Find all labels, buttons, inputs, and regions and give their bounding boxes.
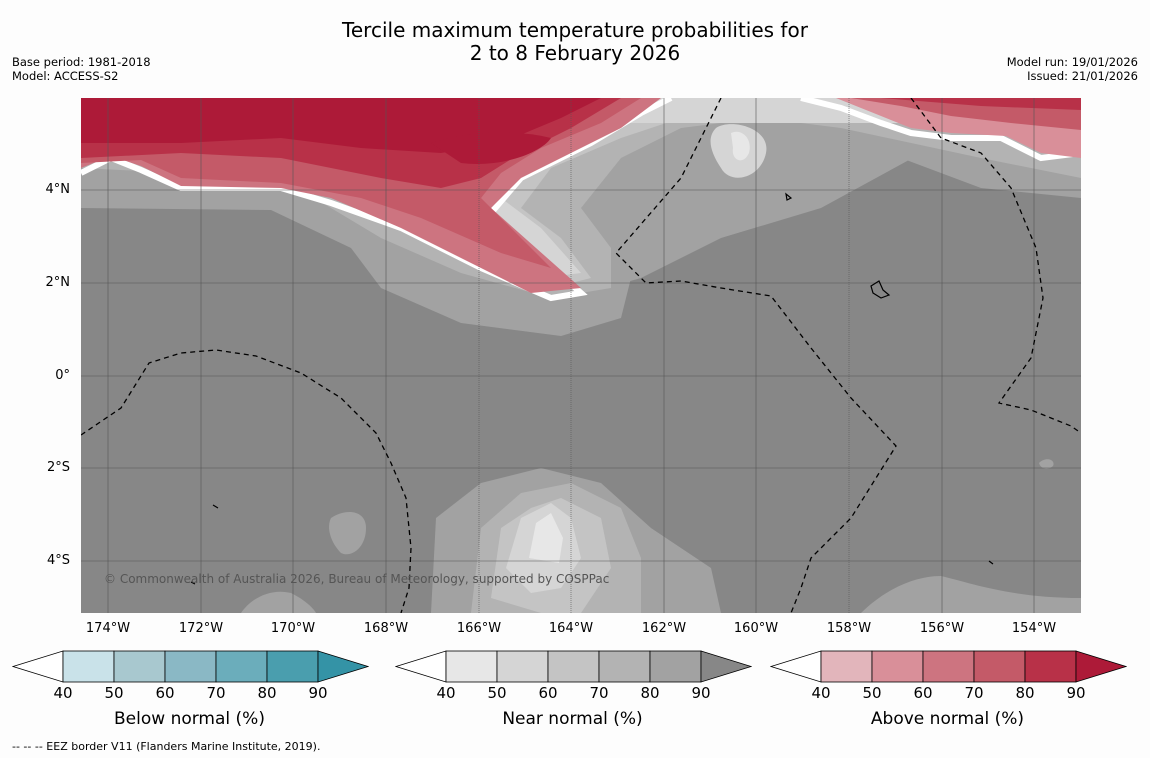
title-line-1: Tercile maximum temperature probabilitie… bbox=[342, 18, 808, 42]
colorbar-swatch bbox=[820, 650, 873, 683]
colorbar-high-extend bbox=[1075, 650, 1127, 683]
lat-label: 0° bbox=[55, 368, 70, 383]
lat-label: 2°S bbox=[46, 460, 70, 475]
map-panel bbox=[81, 98, 1081, 613]
colorbar-swatch bbox=[62, 650, 115, 683]
lon-label: 156°W bbox=[919, 621, 965, 636]
near-normal-80-speck bbox=[1039, 459, 1054, 469]
colorbar-low-extend bbox=[395, 650, 447, 683]
island-small-1 bbox=[212, 504, 219, 509]
colorbar-swatch bbox=[215, 650, 268, 683]
copyright-text: © Commonwealth of Australia 2026, Bureau… bbox=[104, 572, 610, 586]
map-title: Tercile maximum temperature probabilitie… bbox=[0, 19, 1150, 65]
model-run-text: Model run: 19/01/2026 bbox=[1006, 55, 1138, 69]
colorbar-tick-label: 50 bbox=[104, 684, 124, 702]
island-small-2 bbox=[190, 581, 196, 585]
lon-label: 174°W bbox=[85, 621, 131, 636]
colorbar-tick-label: 60 bbox=[538, 684, 558, 702]
colorbar-high-extend bbox=[700, 650, 752, 683]
colorbar-swatch bbox=[164, 650, 217, 683]
lat-label: 2°N bbox=[45, 275, 71, 290]
lon-label: 166°W bbox=[456, 621, 502, 636]
colorbar-tick-label: 90 bbox=[1066, 684, 1086, 702]
colorbar-swatch bbox=[496, 650, 549, 683]
colorbar-swatch bbox=[113, 650, 166, 683]
colorbar-tick-label: 60 bbox=[913, 684, 933, 702]
lon-label: 162°W bbox=[641, 621, 687, 636]
colorbar-tick-label: 70 bbox=[964, 684, 984, 702]
colorbar-swatches bbox=[395, 650, 752, 683]
base-period-text: Base period: 1981-2018 bbox=[12, 55, 151, 69]
near-normal-80-patch-southwest bbox=[241, 591, 316, 613]
colorbar-tick-label: 70 bbox=[206, 684, 226, 702]
eez-border-east bbox=[910, 98, 1081, 434]
lon-label: 168°W bbox=[363, 621, 409, 636]
title-line-2: 2 to 8 February 2026 bbox=[469, 41, 681, 65]
near-normal-80-patch-west bbox=[329, 512, 366, 555]
colorbar-high-extend bbox=[317, 650, 369, 683]
colorbar-swatch bbox=[922, 650, 975, 683]
issued-text: Issued: 21/01/2026 bbox=[1027, 69, 1138, 83]
colorbar-tick-label: 70 bbox=[589, 684, 609, 702]
colorbar-low-extend bbox=[770, 650, 822, 683]
colorbar-swatches bbox=[770, 650, 1127, 683]
colorbar-tick-label: 50 bbox=[487, 684, 507, 702]
colorbar-low-extend bbox=[12, 650, 64, 683]
colorbar-swatch bbox=[547, 650, 600, 683]
island-kiritimati bbox=[870, 280, 891, 299]
colorbar-tick-label: 40 bbox=[811, 684, 831, 702]
lat-label: 4°N bbox=[45, 182, 71, 197]
eez-borders bbox=[81, 98, 1081, 613]
colorbar-swatch bbox=[1024, 650, 1077, 683]
probability-map bbox=[81, 98, 1081, 613]
islands bbox=[190, 192, 994, 585]
colorbar-tick-label: 60 bbox=[155, 684, 175, 702]
above-normal-80-east bbox=[881, 98, 1081, 110]
island-small-3 bbox=[988, 560, 994, 565]
colorbar-swatch bbox=[598, 650, 651, 683]
category-boundary-east bbox=[800, 98, 1081, 162]
lon-label: 170°W bbox=[270, 621, 316, 636]
colorbar-title: Near normal (%) bbox=[502, 709, 643, 729]
lat-label: 4°S bbox=[46, 553, 70, 568]
near-normal-40-south bbox=[529, 513, 563, 563]
colorbar-tick-label: 80 bbox=[640, 684, 660, 702]
colorbar-title: Above normal (%) bbox=[870, 709, 1025, 729]
lon-label: 158°W bbox=[826, 621, 872, 636]
lon-label: 172°W bbox=[178, 621, 224, 636]
colorbar-tick-label: 40 bbox=[53, 684, 73, 702]
colorbar-swatch bbox=[266, 650, 319, 683]
colorbar-title: Below normal (%) bbox=[114, 709, 265, 729]
colorbar-swatch bbox=[649, 650, 702, 683]
colorbar-tick-label: 80 bbox=[1015, 684, 1035, 702]
metadata-right: Model run: 19/01/2026 Issued: 21/01/2026 bbox=[1007, 55, 1138, 83]
colorbar-tick-label: 90 bbox=[691, 684, 711, 702]
eez-border-central bbox=[615, 98, 897, 613]
colorbar-tick-label: 80 bbox=[257, 684, 277, 702]
colorbar-tick-label: 50 bbox=[862, 684, 882, 702]
eez-border-west bbox=[81, 349, 412, 613]
gridlines bbox=[81, 98, 1081, 613]
colorbar-swatch bbox=[871, 650, 924, 683]
near-normal-40-patch bbox=[731, 131, 750, 161]
island-teraina bbox=[785, 192, 793, 201]
metadata-left: Base period: 1981-2018 Model: ACCESS-S2 bbox=[12, 55, 151, 83]
colorbar-swatches bbox=[12, 650, 369, 683]
colorbar-swatch bbox=[973, 650, 1026, 683]
colorbar-tick-label: 90 bbox=[308, 684, 328, 702]
colorbar-tick-label: 40 bbox=[436, 684, 456, 702]
lon-label: 154°W bbox=[1011, 621, 1057, 636]
eez-footnote: -- -- -- EEZ border V11 (Flanders Marine… bbox=[12, 740, 321, 753]
near-normal-80-patch-southeast bbox=[861, 576, 1081, 613]
lon-label: 164°W bbox=[548, 621, 594, 636]
lon-label: 160°W bbox=[733, 621, 779, 636]
colorbar-swatch bbox=[445, 650, 498, 683]
above-normal-90-patch bbox=[431, 132, 551, 164]
model-text: Model: ACCESS-S2 bbox=[12, 69, 119, 83]
